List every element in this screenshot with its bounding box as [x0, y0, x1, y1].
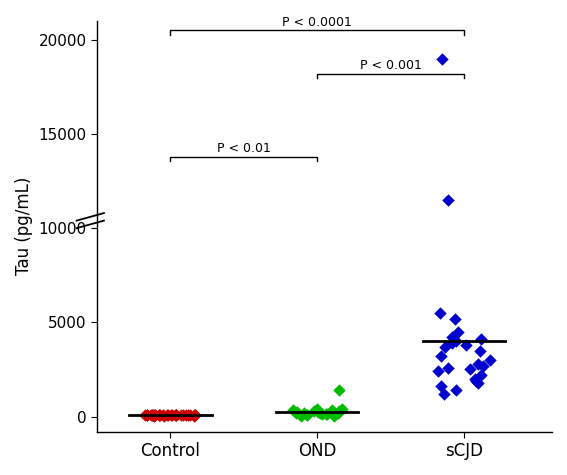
Point — [177, 411, 186, 418]
Point — [462, 341, 471, 349]
Point — [155, 411, 164, 419]
Point — [288, 406, 297, 414]
Point — [441, 343, 450, 351]
Point — [435, 309, 445, 317]
Point — [479, 362, 488, 370]
Point — [191, 411, 200, 418]
Point — [454, 328, 463, 335]
Point — [142, 411, 151, 418]
Point — [181, 411, 190, 419]
Point — [318, 410, 327, 418]
Point — [149, 412, 158, 419]
Point — [148, 412, 157, 419]
Point — [191, 411, 200, 419]
Point — [310, 407, 319, 415]
Point — [291, 409, 301, 417]
Point — [141, 411, 150, 418]
Point — [335, 407, 344, 415]
Point — [337, 405, 346, 413]
Point — [314, 408, 323, 416]
Point — [303, 411, 312, 418]
Point — [452, 337, 461, 345]
Point — [438, 55, 447, 62]
Point — [155, 412, 164, 419]
Point — [296, 412, 305, 419]
Point — [184, 411, 193, 419]
Point — [300, 409, 309, 417]
Point — [148, 411, 157, 419]
Point — [142, 411, 151, 419]
Point — [167, 411, 176, 419]
Point — [302, 411, 311, 418]
Point — [171, 412, 180, 419]
Point — [312, 405, 321, 413]
Point — [151, 411, 160, 419]
Point — [189, 412, 198, 419]
Point — [447, 333, 456, 341]
Point — [476, 371, 485, 379]
Point — [474, 360, 483, 368]
Point — [333, 409, 342, 417]
Point — [443, 196, 452, 204]
Point — [452, 386, 461, 394]
Point — [485, 356, 494, 364]
Point — [293, 408, 302, 416]
Point — [149, 411, 158, 419]
Point — [437, 382, 446, 390]
Point — [155, 411, 164, 419]
Point — [335, 386, 344, 394]
Point — [472, 377, 481, 385]
Point — [433, 368, 442, 375]
Point — [323, 410, 332, 418]
Text: P < 0.001: P < 0.001 — [359, 59, 421, 72]
Point — [315, 409, 324, 417]
Point — [336, 407, 345, 415]
Text: P < 0.01: P < 0.01 — [217, 142, 271, 155]
Point — [171, 411, 180, 419]
Point — [321, 410, 331, 418]
Point — [147, 411, 156, 419]
Point — [159, 412, 168, 419]
Point — [329, 412, 338, 419]
Text: P < 0.0001: P < 0.0001 — [282, 16, 352, 29]
Point — [172, 411, 181, 419]
Point — [159, 411, 168, 418]
Point — [172, 411, 181, 419]
Point — [149, 411, 158, 418]
Point — [466, 366, 475, 373]
Point — [162, 411, 171, 419]
Point — [164, 411, 173, 418]
Point — [474, 379, 483, 386]
Point — [190, 411, 199, 419]
Point — [475, 347, 484, 354]
Point — [327, 406, 336, 414]
Point — [443, 364, 452, 371]
Point — [439, 390, 448, 398]
Point — [150, 411, 159, 419]
Point — [471, 375, 480, 383]
Point — [167, 411, 176, 419]
Point — [185, 411, 194, 419]
Point — [171, 411, 180, 418]
Point — [178, 411, 187, 419]
Point — [448, 339, 457, 347]
Point — [437, 352, 446, 360]
Point — [143, 411, 152, 419]
Y-axis label: Tau (pg/mL): Tau (pg/mL) — [15, 177, 33, 276]
Point — [477, 335, 486, 343]
Point — [450, 315, 459, 323]
